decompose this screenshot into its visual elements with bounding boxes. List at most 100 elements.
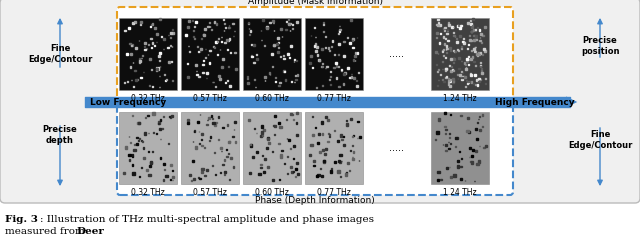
Bar [475, 30, 476, 31]
Bar [350, 19, 352, 21]
Bar [319, 60, 320, 61]
Bar [187, 26, 189, 27]
Bar [193, 178, 195, 180]
Bar [159, 66, 161, 67]
Bar [443, 36, 444, 38]
Bar [228, 25, 230, 26]
Bar [119, 112, 177, 184]
Bar [343, 83, 344, 85]
Bar [446, 33, 448, 34]
Bar [352, 145, 353, 146]
Bar [446, 45, 447, 47]
Bar [320, 168, 321, 169]
Bar [476, 150, 477, 152]
Text: Fig. 3: Fig. 3 [5, 215, 38, 224]
Bar [438, 22, 439, 23]
Bar [476, 163, 479, 165]
Bar [250, 144, 251, 145]
Bar [228, 27, 230, 28]
Bar [149, 58, 151, 60]
Bar [463, 41, 464, 42]
Bar [139, 138, 140, 139]
FancyBboxPatch shape [0, 0, 640, 203]
Bar [358, 72, 359, 73]
Bar [310, 144, 313, 146]
Bar [446, 76, 447, 77]
Text: 0.32 THz: 0.32 THz [131, 94, 165, 103]
Bar [325, 36, 326, 37]
Bar [196, 121, 198, 123]
Bar [278, 42, 280, 43]
Bar [431, 18, 489, 90]
Bar [463, 42, 464, 43]
Bar [296, 21, 298, 22]
Bar [471, 27, 472, 28]
Bar [468, 44, 469, 45]
Bar [124, 30, 126, 31]
Bar [247, 82, 249, 84]
Bar [449, 80, 451, 82]
Bar [468, 56, 469, 57]
Bar [457, 49, 458, 50]
Bar [455, 51, 456, 52]
Bar [475, 51, 476, 52]
Bar [150, 161, 152, 163]
Bar [204, 175, 205, 176]
Bar [201, 133, 204, 135]
Bar [319, 60, 320, 61]
Bar [172, 176, 173, 178]
Bar [144, 46, 145, 47]
Bar [202, 64, 204, 65]
Bar [451, 66, 452, 67]
Bar [218, 116, 220, 118]
Bar [312, 67, 313, 69]
Bar [143, 157, 145, 159]
Bar [317, 54, 318, 55]
Bar [268, 142, 270, 144]
Bar [218, 75, 220, 77]
Bar [335, 62, 337, 64]
Bar [234, 141, 236, 142]
Bar [456, 41, 458, 43]
Bar [286, 21, 287, 22]
Bar [353, 77, 355, 79]
Bar [315, 43, 316, 45]
Bar [466, 59, 467, 60]
Bar [131, 53, 132, 55]
Bar [329, 79, 330, 80]
Bar [351, 76, 352, 78]
Bar [482, 114, 483, 116]
Bar [159, 18, 161, 20]
Bar [314, 165, 315, 166]
Bar [144, 132, 146, 135]
Bar [220, 147, 222, 149]
Bar [448, 24, 449, 26]
Bar [130, 66, 131, 68]
Bar [440, 74, 441, 75]
Bar [156, 133, 157, 134]
Bar [227, 49, 228, 50]
Bar [206, 169, 208, 171]
Bar [250, 30, 252, 32]
Bar [482, 35, 484, 37]
Bar [470, 23, 472, 25]
Text: 0.57 THz: 0.57 THz [193, 94, 227, 103]
Bar [243, 112, 301, 184]
Bar [125, 147, 127, 148]
FancyBboxPatch shape [117, 101, 513, 195]
Bar [131, 80, 132, 81]
Bar [297, 173, 299, 175]
Bar [354, 55, 356, 57]
Bar [260, 30, 261, 31]
Bar [187, 76, 189, 78]
Bar [233, 166, 234, 168]
Bar [144, 49, 146, 50]
Bar [456, 25, 458, 27]
Bar [144, 42, 146, 44]
Bar [322, 85, 323, 86]
Bar [225, 171, 226, 173]
Bar [343, 41, 344, 42]
Bar [284, 163, 285, 164]
Bar [316, 87, 317, 88]
Bar [130, 142, 131, 143]
